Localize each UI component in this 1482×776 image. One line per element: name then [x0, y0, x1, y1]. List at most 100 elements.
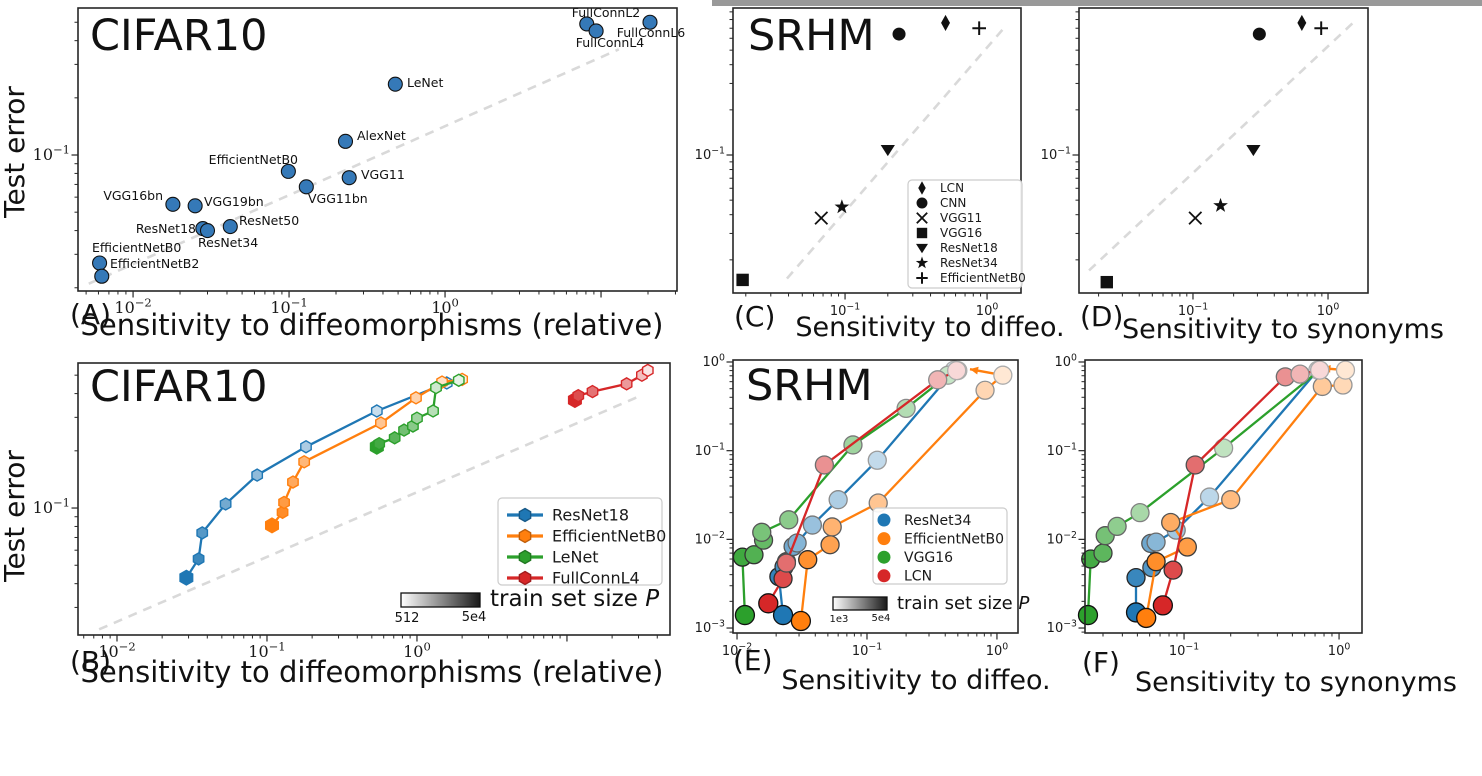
- series-marker: [772, 604, 794, 626]
- scatter-point-ResNet18: [880, 145, 895, 157]
- point-label: ResNet18: [136, 221, 196, 236]
- series-marker: [776, 553, 797, 573]
- scatter-point-LCN: [941, 14, 950, 31]
- x-axis-label: Sensitivity to diffeomorphisms (relative…: [80, 655, 663, 689]
- arrow-head: [969, 366, 979, 375]
- legend-item: EfficientNetB0: [916, 271, 1026, 285]
- point-label: FullConnL4: [576, 35, 645, 50]
- series-marker: [1310, 360, 1330, 380]
- series-marker: [752, 522, 772, 542]
- panel-tag: (E): [733, 644, 773, 677]
- point-marker: [298, 179, 314, 195]
- series-marker: [822, 517, 842, 537]
- colorbar-title: train set size P: [897, 593, 1029, 614]
- y-tick-label: 10−1: [1047, 441, 1077, 458]
- series-marker: [1146, 532, 1166, 552]
- series-FullConnL4: [567, 363, 654, 409]
- colorbar-title: train set size P: [490, 586, 659, 612]
- legend-label: ResNet34: [940, 256, 998, 270]
- scatter-point-EfficientNetB0: [1314, 21, 1329, 36]
- x-tick-label: 10−1: [1178, 302, 1208, 319]
- point-marker: [94, 268, 110, 284]
- legend-box: [497, 497, 663, 586]
- point-label: EfficientNetB0: [92, 240, 181, 255]
- point-marker: [642, 14, 658, 30]
- train-set-size-colorbar: 1e3 5e4 train set size P: [830, 593, 1030, 625]
- series-marker: [1213, 438, 1234, 458]
- y-tick-label: 100: [703, 353, 726, 370]
- scatter-point-VGG16: [1100, 275, 1113, 289]
- scatter-point-VGG16: [736, 273, 749, 287]
- scatter-point-CNN: [892, 27, 906, 41]
- x-tick-label: 10−2: [98, 639, 135, 661]
- scatter-point-EfficientNetB2: EfficientNetB2: [94, 256, 199, 284]
- panel-tag: (A): [70, 298, 111, 331]
- identity-dashed-line: [88, 48, 620, 285]
- x-tick-label: 10−1: [830, 302, 860, 319]
- legend-label: LCN: [904, 569, 932, 585]
- scatter-point-VGG19bn: VGG19bn: [187, 194, 264, 214]
- series-marker: [773, 569, 793, 589]
- panel-D: 10−1 100 10−1 (D)Sensitivity to synonyms: [1041, 7, 1444, 345]
- x-tick-label: 10−2: [722, 642, 752, 659]
- x-tick-label: 100: [431, 295, 459, 317]
- point-label: FullConnL6: [617, 25, 686, 40]
- legend-label: ResNet34: [904, 513, 971, 529]
- scatter-point-EfficientNetB0: EfficientNetB0: [209, 152, 298, 179]
- legend-item: LeNet: [507, 547, 599, 566]
- legend-item: EfficientNetB0: [877, 531, 1004, 547]
- legend-item: ResNet34: [915, 256, 998, 270]
- series-line: [1145, 369, 1347, 619]
- series-EfficientNetB0: [790, 365, 1013, 632]
- series-marker: [928, 370, 948, 390]
- series-marker: [1221, 490, 1241, 510]
- y-tick-label: 10−1: [1041, 146, 1071, 163]
- legend-item: EfficientNetB0: [507, 526, 666, 545]
- y-tick-label: 10−1: [695, 146, 725, 163]
- identity-dashed-line: [98, 394, 642, 631]
- point-label: VGG16bn: [103, 188, 163, 203]
- series-marker: [975, 380, 995, 400]
- legend-item: VGG16: [877, 550, 953, 566]
- legend-label: LeNet: [552, 547, 599, 566]
- scatter-point-CNN: [1252, 27, 1266, 41]
- point-marker: [387, 76, 403, 92]
- x-axis-label: Sensitivity to diffeo.: [795, 312, 1064, 343]
- series-marker: [1107, 516, 1127, 537]
- series-marker: [867, 450, 887, 470]
- scatter-point-EfficientNetB0: [972, 21, 986, 36]
- point-label: EfficientNetB0: [209, 152, 298, 167]
- series-marker: [744, 545, 764, 565]
- panel-A: FullConnL2FullConnL6FullConnL4LeNetAlexN…: [0, 5, 685, 342]
- point-label: LeNet: [407, 75, 443, 90]
- series-marker: [820, 535, 840, 555]
- legend-label: ResNet18: [940, 241, 998, 255]
- scatter-point-VGG11: [1188, 211, 1203, 225]
- point-label: VGG19bn: [204, 194, 264, 209]
- point-label: VGG11bn: [308, 191, 368, 206]
- series-VGG16: [1077, 360, 1330, 626]
- legend-item: VGG16: [916, 226, 982, 240]
- point-marker: [588, 23, 604, 39]
- window-edge-strip: [712, 0, 1482, 6]
- x-axis-label: Sensitivity to synonyms: [1135, 667, 1457, 698]
- legend: ResNet34 EfficientNetB0 VGG16 LCN: [872, 507, 1008, 585]
- y-tick-label: 10−1: [33, 495, 70, 517]
- series-marker: [1290, 364, 1310, 384]
- series-marker: [1136, 607, 1157, 629]
- colorbar-gradient: [400, 592, 481, 608]
- point-marker: [165, 196, 181, 212]
- legend-item: VGG11: [916, 211, 982, 225]
- point-label: ResNet34: [198, 235, 258, 250]
- axes-frame: [1078, 7, 1369, 294]
- identity-dashed-line: [785, 23, 1008, 280]
- y-axis-label: Test error: [0, 86, 31, 219]
- scatter-point-VGG11: [814, 211, 829, 225]
- legend-item: ResNet34: [877, 513, 971, 529]
- legend-item: ResNet18: [916, 241, 998, 255]
- legend-item: LCN: [877, 569, 932, 585]
- series-marker: [1146, 552, 1166, 572]
- point-marker: [280, 163, 296, 179]
- axes-frame: [1084, 359, 1363, 634]
